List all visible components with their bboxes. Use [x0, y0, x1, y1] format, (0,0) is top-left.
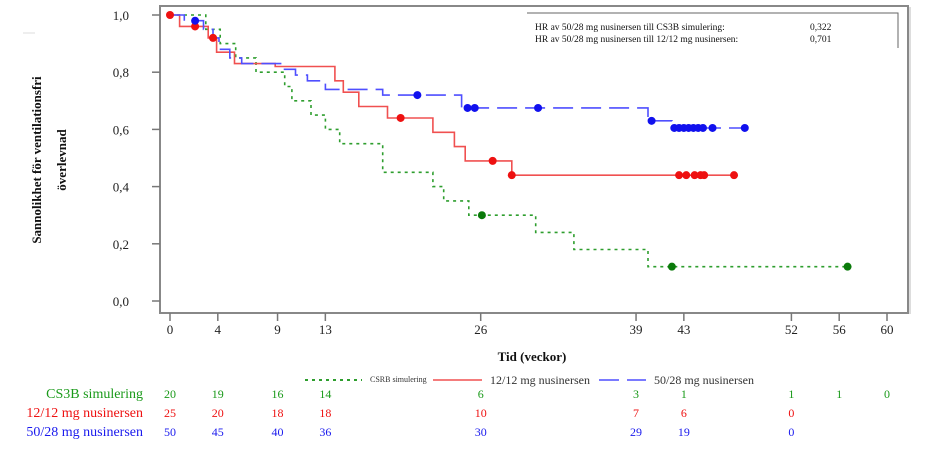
at-risk-count: 6	[681, 406, 687, 420]
legend-item-csrb: CSRB simulering	[305, 375, 427, 384]
at-risk-count: 18	[272, 406, 284, 420]
x-tick-label: 39	[630, 322, 643, 337]
at-risk-count: 1	[681, 387, 687, 401]
censor-marker	[708, 123, 717, 132]
y-axis-title-line2: överlevnad	[54, 129, 69, 191]
censor-marker	[191, 16, 200, 25]
survival-curves	[166, 11, 852, 271]
x-tick-label: 9	[274, 322, 281, 337]
x-axis: 0 4 9 13 26 39 43 52 56 60	[167, 313, 894, 337]
y-axis-title-line1: Sannolikhet för ventilationsfri	[29, 76, 44, 244]
at-risk-count: 40	[272, 425, 284, 439]
legend-label-50-28: 50/28 mg nusinersen	[654, 373, 754, 387]
censor-marker	[470, 103, 479, 112]
censor-marker	[700, 171, 709, 180]
at-risk-count: 1	[836, 387, 842, 401]
censor-marker	[463, 103, 472, 112]
at-risk-count: 16	[272, 387, 284, 401]
y-tick-label: 0,4	[113, 180, 130, 195]
at-risk-count: 30	[475, 425, 487, 439]
at-risk-row-label: 12/12 mg nusinersen	[26, 406, 143, 421]
at-risk-count: 1	[788, 387, 794, 401]
y-tick-label: 0,6	[113, 122, 130, 137]
x-tick-label: 56	[833, 322, 847, 337]
y-tick-label: 0,8	[113, 65, 129, 80]
at-risk-count: 19	[678, 425, 690, 439]
at-risk-count: 20	[164, 387, 176, 401]
at-risk-count: 20	[212, 406, 224, 420]
at-risk-count: 29	[630, 425, 642, 439]
x-axis-title: Tid (veckor)	[498, 349, 567, 364]
x-tick-label: 13	[319, 322, 332, 337]
x-tick-label: 60	[881, 322, 894, 337]
censor-marker	[507, 171, 516, 180]
censor-marker	[413, 91, 422, 100]
censor-marker	[534, 103, 543, 112]
censor-marker	[209, 33, 218, 42]
at-risk-count: 50	[164, 425, 176, 439]
plot-frame	[159, 5, 909, 314]
at-risk-row-label: 50/28 mg nusinersen	[26, 425, 143, 440]
at-risk-count: 36	[319, 425, 331, 439]
censor-marker	[191, 22, 200, 31]
at-risk-count: 0	[788, 406, 794, 420]
y-tick-label: 0,0	[113, 294, 129, 309]
censor-marker	[488, 156, 497, 165]
censor-marker	[396, 113, 405, 122]
censor-marker	[698, 123, 707, 132]
hr-value-1: 0,322	[810, 23, 832, 33]
censor-marker	[667, 262, 676, 271]
at-risk-count: 7	[633, 406, 639, 420]
at-risk-count: 3	[633, 387, 639, 401]
y-axis-title: Sannolikhet för ventilationsfri överlevn…	[29, 76, 69, 244]
censor-marker	[477, 211, 486, 220]
censor-marker	[166, 11, 174, 19]
x-tick-label: 4	[215, 322, 222, 337]
censor-marker	[647, 116, 656, 125]
hr-box-border	[527, 12, 899, 48]
curve-csrb-simulering	[170, 14, 848, 268]
at-risk-count: 6	[478, 387, 484, 401]
censor-marker	[675, 171, 684, 180]
legend-label-12-12: 12/12 mg nusinersen	[490, 373, 590, 387]
censor-marker	[843, 262, 852, 271]
x-tick-label: 26	[474, 322, 488, 337]
hr-label-1: HR av 50/28 mg nusinersen till CS3B simu…	[535, 23, 725, 33]
curve-50-28-mg-nusinersen	[170, 14, 745, 129]
x-tick-label: 43	[677, 322, 690, 337]
at-risk-count: 14	[319, 387, 331, 401]
at-risk-count: 19	[212, 387, 224, 401]
hr-label-2: HR av 50/28 mg nusinersen till 12/12 mg …	[535, 35, 738, 45]
censor-marker	[730, 171, 739, 180]
at-risk-row-label: CS3B simulering	[46, 387, 143, 402]
legend-label-csrb: CSRB simulering	[370, 375, 427, 384]
x-tick-label: 0	[167, 322, 174, 337]
hr-annotation-box: HR av 50/28 mg nusinersen till CS3B simu…	[527, 12, 899, 48]
legend-item-12-12: 12/12 mg nusinersen	[433, 373, 590, 387]
at-risk-count: 0	[884, 387, 890, 401]
y-axis: 0,0 0,2 0,4 0,6 0,8 1,0	[113, 8, 160, 309]
at-risk-count: 10	[475, 406, 487, 420]
censor-marker	[690, 171, 699, 180]
y-tick-label: 0,2	[113, 237, 129, 252]
at-risk-count: 25	[164, 406, 176, 420]
censor-marker	[682, 171, 691, 180]
y-tick-label: 1,0	[113, 8, 129, 23]
at-risk-count: 45	[212, 425, 224, 439]
censor-marker	[740, 123, 749, 132]
legend: CSRB simulering 12/12 mg nusinersen 50/2…	[305, 373, 754, 387]
legend-item-50-28: 50/28 mg nusinersen	[599, 373, 754, 387]
hr-value-2: 0,701	[810, 35, 832, 45]
at-risk-table: CS3B simulering 20 19 16 14 6 3 1 1 1 012/12 mg nu…	[26, 387, 890, 440]
at-risk-count: 0	[788, 425, 794, 439]
at-risk-count: 18	[319, 406, 331, 420]
x-tick-label: 52	[785, 322, 798, 337]
